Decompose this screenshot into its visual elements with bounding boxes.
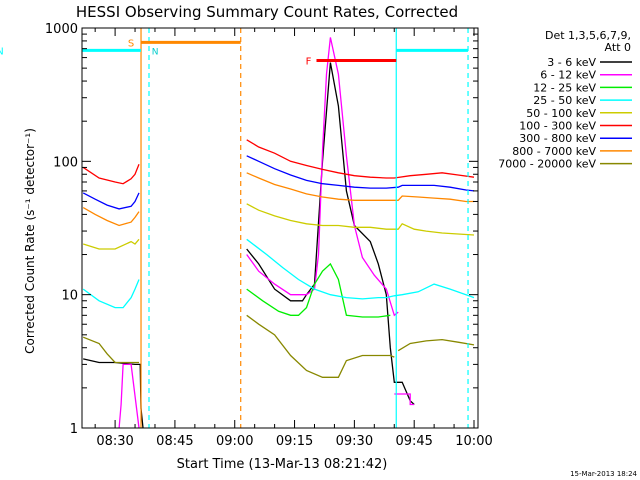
- legend-label-2: 12 - 25 keV: [533, 81, 596, 94]
- legend-label-5: 100 - 300 keV: [519, 120, 596, 133]
- axes-layer: 08:30 08:45 09:00 09:15 09:30 09:45 10:00 1 10 10…: [45, 22, 493, 449]
- x-axis-label: Start Time (13-Mar-13 08:21:42): [177, 457, 388, 472]
- timestamp: 15-Mar-2013 18:24: [570, 470, 637, 478]
- series-line-7-1: [246, 172, 474, 203]
- series-line-8-2: [397, 338, 475, 352]
- series-layer: [82, 37, 475, 429]
- series-line-8-0: [82, 336, 139, 364]
- series-line-4-0: [83, 238, 140, 250]
- legend-label-6: 300 - 800 keV: [519, 132, 596, 145]
- legend-header-line-1: Det 1,3,5,6,7,9,: [545, 29, 631, 42]
- y-tick-label-2: 100: [53, 155, 78, 170]
- x-tick-label-5: 09:45: [395, 434, 432, 449]
- plot-frame: [81, 27, 479, 429]
- series-line-3-0: [82, 279, 140, 309]
- flag-label-2: F: [306, 57, 312, 68]
- series-line-1-2: [394, 393, 415, 406]
- flag-layer: S N F N: [0, 28, 469, 428]
- series-line-3-1: [246, 238, 475, 300]
- series-line-4-1: [246, 203, 475, 236]
- legend-label-8: 7000 - 20000 keV: [498, 158, 596, 171]
- legend-label-4: 50 - 100 keV: [526, 107, 596, 120]
- legend-label-3: 25 - 50 keV: [533, 94, 596, 107]
- series-line-7-0: [82, 207, 140, 227]
- series-line-1-1: [246, 37, 399, 317]
- flag-label-1: N: [0, 46, 4, 57]
- series-line-5-0: [82, 164, 140, 185]
- chart-title: HESSI Observing Summary Count Rates, Cor…: [76, 3, 458, 21]
- x-tick-label-2: 09:00: [216, 434, 253, 449]
- y-tick-label-1: 10: [61, 289, 78, 304]
- series-line-6-0: [82, 192, 140, 210]
- x-tick-label-4: 09:30: [336, 434, 373, 449]
- legend-label-7: 800 - 7000 keV: [512, 145, 596, 158]
- legend-header-line-2: Att 0: [605, 41, 631, 54]
- x-tick-label-3: 09:15: [276, 434, 313, 449]
- flag-label-0: S: [128, 38, 134, 49]
- x-tick-label-6: 10:00: [455, 434, 492, 449]
- series-line-1-0: [118, 363, 140, 429]
- legend-label-0: 3 - 6 keV: [547, 56, 596, 69]
- x-tick-label-0: 08:30: [96, 434, 133, 449]
- series-line-0-1: [246, 62, 415, 405]
- legend-label-1: 6 - 12 keV: [540, 69, 596, 82]
- series-line-5-1: [246, 139, 475, 179]
- y-axis-label: Corrected Count Rate (s⁻¹ detector⁻¹): [23, 128, 37, 354]
- series-line-6-1: [246, 155, 475, 192]
- y-tick-label-3: 1000: [45, 22, 78, 37]
- series-line-8-1: [246, 314, 395, 378]
- series-line-2-0: [246, 262, 391, 318]
- flag-label-n: N: [152, 47, 159, 57]
- x-tick-label-1: 08:45: [156, 434, 193, 449]
- y-tick-label-0: 1: [70, 422, 78, 437]
